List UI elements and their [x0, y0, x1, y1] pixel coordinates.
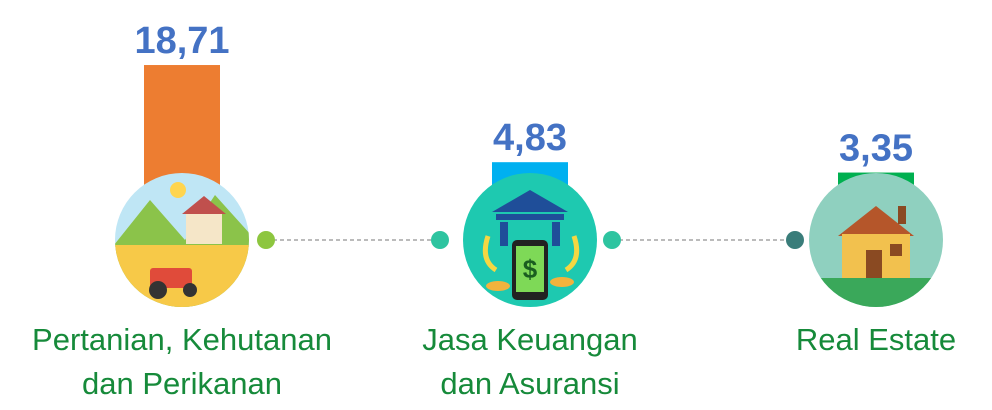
icon-agriculture [110, 170, 260, 315]
icon-finance: $ [463, 173, 597, 307]
category-label: Jasa Keuangan dan Asuransi [405, 318, 655, 406]
value-label: 4,83 [493, 117, 567, 159]
category-label: Pertanian, Kehutanan dan Perikanan [2, 318, 362, 406]
value-label: 18,71 [134, 20, 229, 62]
infographic: $ 18,71 4,83 3,35 Pertanian, Kehutanan dan… [0, 0, 992, 410]
icon-real-estate [805, 170, 950, 318]
value-label: 3,35 [839, 128, 913, 170]
category-label: Real Estate [766, 318, 986, 362]
svg-text:$: $ [523, 254, 538, 284]
